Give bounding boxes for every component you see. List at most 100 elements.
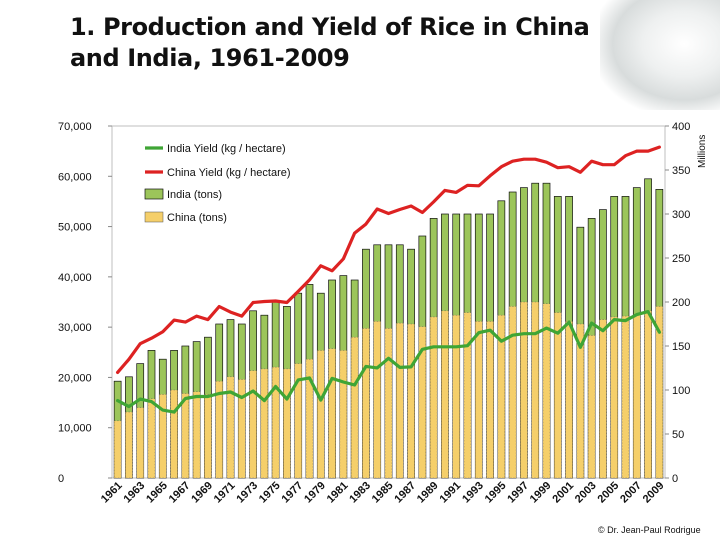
china-tons-bar xyxy=(125,411,133,479)
x-tick-label: 1997 xyxy=(505,480,531,506)
china-tons-bar xyxy=(576,323,585,479)
china-tons-bar xyxy=(328,348,336,479)
x-tick-label: 1973 xyxy=(234,480,260,506)
china-tons-bar xyxy=(531,301,539,479)
x-tick-label: 1969 xyxy=(189,480,215,506)
x-tick-label: 1971 xyxy=(212,480,238,506)
x-tick-label: 1965 xyxy=(144,480,170,506)
china-tons-bar xyxy=(170,389,178,479)
china-tons-bar xyxy=(204,394,212,479)
china-tons-bar xyxy=(475,321,483,479)
china-tons-bar xyxy=(339,350,348,479)
credit-text: © Dr. Jean-Paul Rodrigue xyxy=(598,525,701,535)
x-tick-label: 1987 xyxy=(392,480,418,506)
x-tick-label: 2009 xyxy=(641,480,667,506)
right-tick-label: 0 xyxy=(672,473,678,485)
china-tons-bar xyxy=(215,381,223,479)
china-tons-bar xyxy=(610,316,618,479)
x-tick-label: 1993 xyxy=(460,480,486,506)
x-tick-label: 2003 xyxy=(573,480,599,506)
right-tick-label: 350 xyxy=(672,165,690,177)
right-tick-label: 250 xyxy=(672,253,690,265)
x-tick-label: 1979 xyxy=(302,480,328,506)
china-tons-bar xyxy=(136,407,144,479)
x-tick-label: 1999 xyxy=(528,480,554,506)
china-tons-bar xyxy=(655,306,664,479)
china-tons-bar xyxy=(226,376,235,479)
left-tick-label: 30,000 xyxy=(58,322,92,334)
china-tons-bar xyxy=(350,337,359,479)
right-tick-label: 50 xyxy=(672,429,684,441)
china-tons-bar xyxy=(294,363,302,479)
china-tons-bar xyxy=(238,379,246,479)
china-tons-bar xyxy=(520,301,528,479)
china-tons-bar xyxy=(497,315,506,479)
china-tons-bar xyxy=(271,366,280,479)
left-tick-label: 0 xyxy=(58,473,64,485)
china-tons-bar xyxy=(565,321,573,479)
china-tons-bar xyxy=(373,321,381,479)
x-tick-label: 2001 xyxy=(550,480,576,506)
china-tons-bar xyxy=(113,420,122,479)
left-tick-label: 40,000 xyxy=(58,272,92,284)
china-tons-bar xyxy=(463,312,472,479)
china-tons-bar xyxy=(283,368,291,479)
right-tick-label: 100 xyxy=(672,385,690,397)
china-tons-bar xyxy=(633,314,641,479)
right-tick-label: 150 xyxy=(672,341,690,353)
china-tons-bar xyxy=(599,319,607,479)
china-tons-bar xyxy=(452,315,460,479)
china-tons-bar xyxy=(644,310,652,479)
x-tick-label: 1975 xyxy=(257,480,283,506)
x-tick-label: 1985 xyxy=(370,480,396,506)
left-tick-label: 10,000 xyxy=(58,423,92,435)
right-tick-label: 400 xyxy=(672,121,690,133)
x-tick-label: 1983 xyxy=(347,480,373,506)
china-tons-bar xyxy=(621,315,630,479)
legend-swatch-china-tons xyxy=(144,211,164,223)
right-tick-label: 300 xyxy=(672,209,690,221)
x-tick-label: 1991 xyxy=(438,480,464,506)
legend-label: China Yield (kg / hectare) xyxy=(167,167,291,179)
page-title: 1. Production and Yield of Rice in China… xyxy=(70,13,590,72)
china-tons-bar xyxy=(362,328,370,479)
x-tick-label: 1995 xyxy=(483,480,509,506)
x-tick-label: 1989 xyxy=(415,480,441,506)
x-tick-label: 1977 xyxy=(280,480,306,506)
legend-label: India Yield (kg / hectare) xyxy=(167,143,286,155)
legend-swatch-india-tons xyxy=(144,188,164,200)
china-tons-bar xyxy=(542,303,551,479)
x-tick-label: 2005 xyxy=(596,480,622,506)
china-tons-bar xyxy=(249,370,257,479)
china-tons-bar xyxy=(384,328,393,479)
x-tick-label: 1961 xyxy=(99,480,125,506)
china-tons-bar xyxy=(554,312,562,479)
left-tick-label: 20,000 xyxy=(58,372,92,384)
china-tons-bar xyxy=(260,368,269,479)
china-tons-bar xyxy=(396,322,404,479)
right-axis-title: Millions xyxy=(697,135,708,168)
left-tick-label: 70,000 xyxy=(58,121,92,133)
x-tick-label: 2007 xyxy=(618,480,644,506)
china-tons-bar xyxy=(407,323,415,479)
china-tons-bar xyxy=(508,306,517,479)
china-tons-bar xyxy=(305,359,314,479)
legend-label: India (tons) xyxy=(167,189,222,201)
x-tick-label: 1981 xyxy=(325,480,351,506)
x-tick-label: 1963 xyxy=(122,480,148,506)
china-tons-bar xyxy=(587,335,596,479)
china-tons-bar xyxy=(429,316,438,479)
legend-label: China (tons) xyxy=(167,212,227,224)
left-tick-label: 60,000 xyxy=(58,171,92,183)
china-tons-bar xyxy=(147,398,156,479)
china-tons-bar xyxy=(159,394,167,479)
china-tons-bar xyxy=(441,310,449,479)
china-yield-line xyxy=(115,145,662,374)
globe-decoration xyxy=(600,0,720,110)
left-tick-label: 50,000 xyxy=(58,222,92,234)
china-tons-bar xyxy=(192,391,201,479)
right-tick-label: 200 xyxy=(672,297,690,309)
china-tons-bar xyxy=(418,326,427,479)
x-tick-label: 1967 xyxy=(167,480,193,506)
